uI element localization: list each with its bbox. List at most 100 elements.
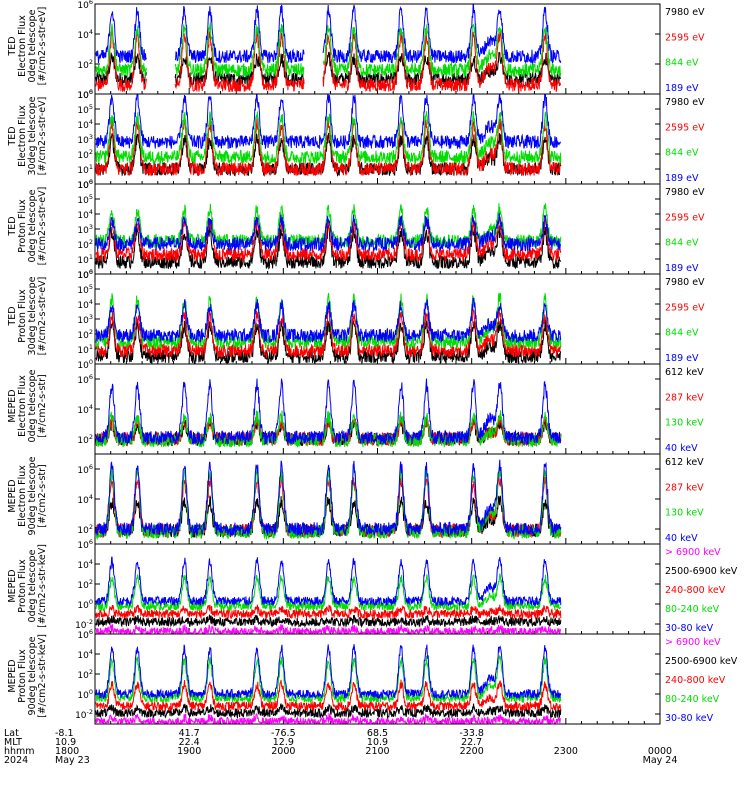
- series-line: [95, 644, 562, 701]
- y-axis-label: TED: [7, 306, 18, 326]
- y-axis-label: MEPED: [7, 389, 18, 422]
- y-tick-label: 103: [77, 223, 93, 236]
- series-line: [95, 111, 562, 166]
- series-line: [95, 203, 562, 249]
- legend-entry: 240-800 keV: [665, 675, 726, 686]
- x-lat-label: -8.1: [55, 728, 74, 739]
- y-tick-label: 100: [77, 178, 93, 191]
- x-axis-row-label: Lat: [4, 728, 19, 739]
- y-tick-label: 106: [77, 463, 93, 476]
- y-tick-label: 102: [77, 328, 93, 341]
- x-lat-label: 68.5: [367, 728, 388, 739]
- y-tick-label: 101: [77, 253, 93, 266]
- legend-entry: 2595 eV: [665, 302, 705, 313]
- y-axis-label: Electron Flux: [17, 465, 28, 527]
- y-axis-label: Electron Flux: [17, 375, 28, 437]
- series-line: [95, 297, 562, 344]
- y-tick-label: 106: [77, 178, 93, 191]
- y-tick-label: 106: [77, 538, 93, 551]
- series-line: [95, 4, 562, 66]
- legend-entry: 287 keV: [665, 392, 704, 403]
- y-axis-label: 0deg telescope: [27, 549, 38, 622]
- legend-entry: 2595 eV: [665, 122, 705, 133]
- x-time-label: 2300: [554, 746, 578, 757]
- y-tick-label: 106: [77, 628, 93, 641]
- y-tick-label: 105: [77, 103, 93, 116]
- y-axis-label: [#/cm2-s-str-keV]: [37, 634, 48, 718]
- legend-entry: > 6900 keV: [665, 637, 721, 648]
- legend-entry: 80-240 keV: [665, 694, 720, 705]
- y-axis-label: MEPED: [7, 479, 18, 512]
- legend-entry: 7980 eV: [665, 187, 705, 198]
- y-tick-label: 104: [77, 118, 93, 131]
- y-tick-label: 104: [77, 28, 93, 41]
- legend-entry: 612 keV: [665, 457, 704, 468]
- x-axis-row-label: hhmm: [4, 746, 35, 757]
- x-mlt-label: 10.9: [55, 737, 76, 748]
- y-axis-label: [#/cm2-s-str-eV]: [37, 7, 48, 86]
- legend-entry: 7980 eV: [665, 7, 705, 18]
- series-line: [95, 573, 562, 613]
- y-axis-label: Proton Flux: [17, 289, 28, 343]
- x-lat-label: -76.5: [271, 728, 296, 739]
- y-axis-label: 90deg telescope: [27, 456, 38, 535]
- legend-entry: 189 eV: [665, 173, 699, 184]
- y-tick-label: 103: [77, 133, 93, 146]
- x-time-label: 2100: [365, 746, 389, 757]
- y-tick-label: 102: [77, 668, 93, 681]
- legend-entry: 40 keV: [665, 533, 698, 544]
- x-time-label: 2000: [271, 746, 295, 757]
- series-line: [95, 703, 562, 720]
- x-time-label: 2200: [460, 746, 484, 757]
- legend-entry: 844 eV: [665, 148, 699, 159]
- y-axis-label: [#/cm2-s-str]: [37, 374, 48, 437]
- y-axis-label: TED: [7, 36, 18, 56]
- x-mlt-label: 22.4: [179, 737, 200, 748]
- y-tick-label: 101: [77, 343, 93, 356]
- series-line: [95, 22, 562, 79]
- y-axis-label: TED: [7, 126, 18, 146]
- series-line: [95, 614, 562, 629]
- y-tick-label: 100: [77, 88, 93, 101]
- series-line: [95, 556, 562, 607]
- series-line: [95, 679, 562, 713]
- y-axis-label: Proton Flux: [17, 199, 28, 253]
- x-mlt-label: 22.7: [461, 737, 482, 748]
- y-tick-label: 100: [77, 268, 93, 281]
- legend-entry: > 6900 keV: [665, 547, 721, 558]
- y-axis-label: [#/cm2-s-str]: [37, 464, 48, 527]
- y-axis-label: 0deg telescope: [27, 189, 38, 262]
- series-line: [95, 459, 562, 537]
- legend-entry: 30-80 keV: [665, 623, 714, 634]
- x-time-label: 1800: [55, 746, 79, 757]
- y-axis-label: 30deg telescope: [27, 276, 38, 355]
- series-line: [95, 213, 562, 253]
- legend-entry: 844 eV: [665, 328, 699, 339]
- y-tick-label: 102: [77, 148, 93, 161]
- legend-entry: 189 eV: [665, 83, 699, 94]
- y-tick-label: 104: [77, 648, 93, 661]
- series-line: [95, 712, 561, 725]
- legend-entry: 189 eV: [665, 353, 699, 364]
- y-axis-label: [#/cm2-s-str-eV]: [37, 187, 48, 266]
- y-axis-label: 0deg telescope: [27, 369, 38, 442]
- legend-entry: 2500-6900 keV: [665, 656, 738, 667]
- legend-entry: 287 keV: [665, 482, 704, 493]
- y-tick-label: 102: [77, 578, 93, 591]
- legend-entry: 844 eV: [665, 238, 699, 249]
- y-axis-label: [#/cm2-s-str-eV]: [37, 277, 48, 356]
- series-line: [95, 378, 562, 446]
- y-tick-label: 10-2: [75, 708, 93, 721]
- x-time-label: 1900: [177, 746, 201, 757]
- y-tick-label: 101: [77, 163, 93, 176]
- legend-entry: 240-800 keV: [665, 585, 726, 596]
- y-axis-label: 0deg telescope: [27, 9, 38, 82]
- y-axis-label: Electron Flux: [17, 15, 28, 77]
- y-tick-label: 100: [77, 598, 93, 611]
- x-axis-row-label: 2024: [4, 755, 28, 766]
- y-axis-label: Proton Flux: [17, 559, 28, 613]
- series-line: [95, 132, 562, 177]
- legend-entry: 7980 eV: [665, 277, 705, 288]
- y-tick-label: 104: [77, 493, 93, 506]
